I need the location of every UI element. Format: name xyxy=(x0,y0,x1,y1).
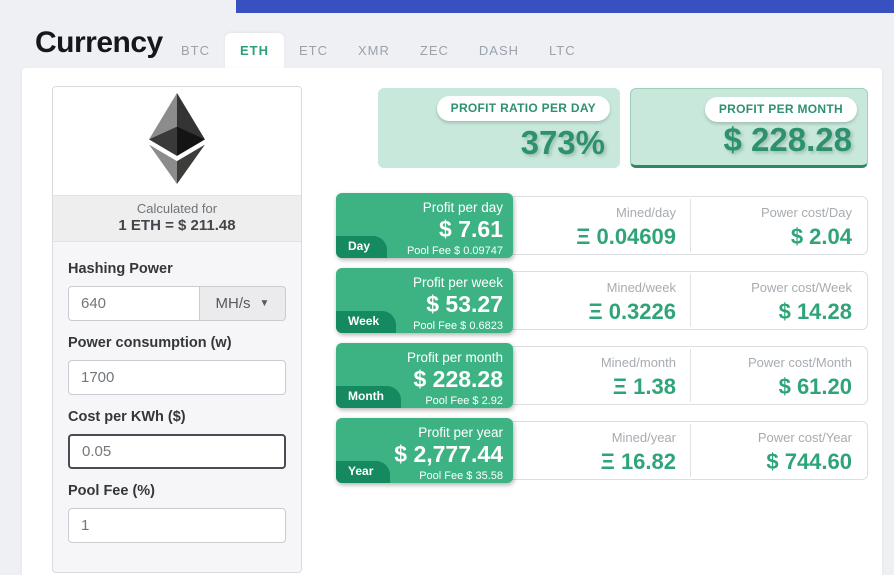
top-progress-bar xyxy=(236,0,894,13)
calculator-panel: Calculated for 1 ETH = $ 211.48 Hashing … xyxy=(52,86,302,573)
period-tab-week: Week xyxy=(336,311,397,333)
tab-zec[interactable]: ZEC xyxy=(419,43,449,58)
profit-card: Profit per week $ 53.27 Pool Fee $ 0.682… xyxy=(336,268,513,333)
profit-card: Profit per year $ 2,777.44 Pool Fee $ 35… xyxy=(336,418,513,483)
profit-value: $ 53.27 xyxy=(426,291,503,317)
hashrate-unit-select[interactable]: MH/s ▼ xyxy=(200,286,286,321)
currency-tabs: BTC ETH ETC XMR ZEC DASH LTC xyxy=(166,33,591,68)
mined-cell: Mined/day Ξ 0.04609 xyxy=(513,196,690,255)
period-tab-day: Day xyxy=(336,236,388,258)
profit-value: $ 7.61 xyxy=(439,216,503,242)
power-cost-cell: Power cost/Week $ 14.28 xyxy=(690,271,868,330)
calculated-for-strip: Calculated for 1 ETH = $ 211.48 xyxy=(53,195,301,242)
power-cost-value: $ 2.04 xyxy=(790,224,852,249)
pool-fee-amount: Pool Fee $ 35.58 xyxy=(419,470,503,482)
power-consumption-input[interactable] xyxy=(68,360,286,395)
cell-divider xyxy=(690,424,691,477)
cell-divider xyxy=(690,199,691,252)
pool-fee-amount: Pool Fee $ 0.09747 xyxy=(406,245,503,257)
power-cost-value: $ 14.28 xyxy=(778,299,852,324)
profit-label: Profit per month xyxy=(406,350,503,365)
profit-per-month-badge: PROFIT PER MONTH xyxy=(704,97,857,122)
pool-fee-amount: Pool Fee $ 2.92 xyxy=(425,395,503,407)
mined-value: Ξ 1.38 xyxy=(612,374,676,399)
ethereum-logo-icon xyxy=(149,93,205,189)
pool-fee-amount: Pool Fee $ 0.6823 xyxy=(413,320,503,332)
exchange-rate: 1 ETH = $ 211.48 xyxy=(118,217,236,234)
power-cost-cell: Power cost/Year $ 744.60 xyxy=(690,421,868,480)
main-content: Calculated for 1 ETH = $ 211.48 Hashing … xyxy=(22,68,882,575)
dropdown-caret-icon: ▼ xyxy=(259,298,270,309)
profit-per-month-card: PROFIT PER MONTH $ 228.28 xyxy=(630,88,868,168)
profit-card: Profit per month $ 228.28 Pool Fee $ 2.9… xyxy=(336,343,513,408)
mined-value: Ξ 16.82 xyxy=(600,449,676,474)
period-tab-year: Year xyxy=(336,461,391,483)
mined-label: Mined/year xyxy=(611,430,676,445)
profit-label: Profit per year xyxy=(418,425,503,440)
cell-divider xyxy=(690,274,691,327)
result-row-week: Mined/week Ξ 0.3226 Power cost/Week $ 14… xyxy=(336,268,868,333)
cost-per-kwh-input[interactable] xyxy=(68,434,286,469)
cell-divider xyxy=(690,349,691,402)
coin-logo-box xyxy=(53,87,301,195)
hashrate-unit-value: MH/s xyxy=(215,295,251,312)
mined-cell: Mined/year Ξ 16.82 xyxy=(513,421,690,480)
mined-label: Mined/month xyxy=(600,355,676,370)
mined-value: Ξ 0.04609 xyxy=(576,224,676,249)
mined-value: Ξ 0.3226 xyxy=(588,299,676,324)
tab-ltc[interactable]: LTC xyxy=(549,43,576,58)
tab-eth[interactable]: ETH xyxy=(225,33,284,68)
tab-dash[interactable]: DASH xyxy=(478,43,520,58)
power-cost-cell: Power cost/Month $ 61.20 xyxy=(690,346,868,405)
power-cost-label: Power cost/Day xyxy=(760,205,852,220)
pool-fee-label: Pool Fee (%) xyxy=(68,483,156,499)
hashing-power-label: Hashing Power xyxy=(68,261,173,277)
calculator-form: Hashing Power MH/s ▼ Power consumption (… xyxy=(53,242,301,543)
hashing-power-input[interactable] xyxy=(68,286,200,321)
result-row-month: Mined/month Ξ 1.38 Power cost/Month $ 61… xyxy=(336,343,868,408)
profit-value: $ 228.28 xyxy=(413,366,503,392)
mined-cell: Mined/month Ξ 1.38 xyxy=(513,346,690,405)
power-cost-cell: Power cost/Day $ 2.04 xyxy=(690,196,868,255)
profit-label: Profit per week xyxy=(412,275,503,290)
tab-btc[interactable]: BTC xyxy=(181,43,210,58)
profit-card: Profit per day $ 7.61 Pool Fee $ 0.09747… xyxy=(336,193,513,258)
page-title: Currency xyxy=(35,26,163,59)
power-cost-label: Power cost/Year xyxy=(757,430,852,445)
profit-ratio-badge: PROFIT RATIO PER DAY xyxy=(436,96,610,121)
period-tab-month: Month xyxy=(336,386,401,408)
mined-label: Mined/week xyxy=(606,280,676,295)
cost-per-kwh-label: Cost per KWh ($) xyxy=(68,409,186,425)
mined-label: Mined/day xyxy=(616,205,676,220)
profit-label: Profit per day xyxy=(422,200,503,215)
power-cost-value: $ 744.60 xyxy=(766,449,852,474)
result-row-year: Mined/year Ξ 16.82 Power cost/Year $ 744… xyxy=(336,418,868,483)
power-cost-label: Power cost/Week xyxy=(751,280,852,295)
power-consumption-label: Power consumption (w) xyxy=(68,335,232,351)
tab-etc[interactable]: ETC xyxy=(299,43,328,58)
profit-ratio-card: PROFIT RATIO PER DAY 373% xyxy=(378,88,620,168)
profit-per-month-value: $ 228.28 xyxy=(723,121,852,158)
mined-cell: Mined/week Ξ 0.3226 xyxy=(513,271,690,330)
power-cost-label: Power cost/Month xyxy=(747,355,852,370)
calculated-for-label: Calculated for xyxy=(136,201,218,216)
profit-value: $ 2,777.44 xyxy=(394,441,503,467)
result-row-day: Mined/day Ξ 0.04609 Power cost/Day $ 2.0… xyxy=(336,193,868,258)
tab-xmr[interactable]: XMR xyxy=(358,43,390,58)
pool-fee-input[interactable] xyxy=(68,508,286,543)
power-cost-value: $ 61.20 xyxy=(778,374,852,399)
profit-ratio-value: 373% xyxy=(520,124,605,161)
